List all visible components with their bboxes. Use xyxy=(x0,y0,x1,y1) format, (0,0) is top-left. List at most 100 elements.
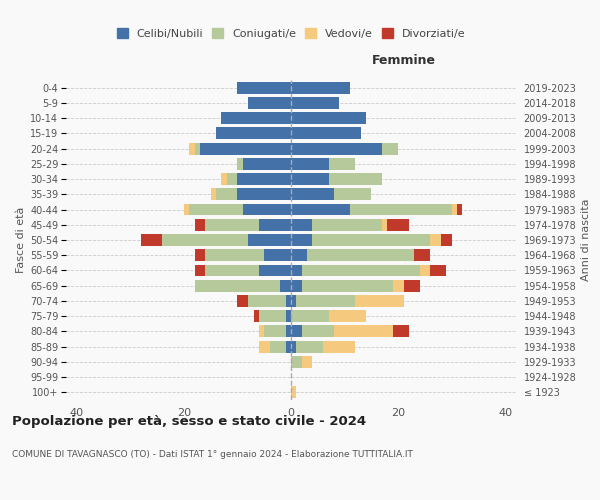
Bar xyxy=(430,234,441,246)
Bar xyxy=(291,310,329,322)
Bar xyxy=(307,250,414,261)
Bar xyxy=(291,142,382,154)
Bar xyxy=(291,340,296,352)
Bar xyxy=(280,280,291,291)
Legend: Celibi/Nubili, Coniugati/e, Vedovi/e, Divorziati/e: Celibi/Nubili, Coniugati/e, Vedovi/e, Di… xyxy=(116,28,466,38)
Bar xyxy=(291,204,350,216)
Bar xyxy=(286,295,291,307)
Bar xyxy=(243,158,291,170)
Bar xyxy=(313,219,382,230)
Bar xyxy=(286,326,291,338)
Bar xyxy=(291,158,329,170)
Text: COMUNE DI TAVAGNASCO (TO) - Dati ISTAT 1° gennaio 2024 - Elaborazione TUTTITALIA: COMUNE DI TAVAGNASCO (TO) - Dati ISTAT 1… xyxy=(12,450,413,459)
Bar xyxy=(269,340,286,352)
Bar xyxy=(216,128,291,140)
Bar xyxy=(382,219,388,230)
Bar xyxy=(388,219,409,230)
Bar xyxy=(238,82,291,94)
Bar xyxy=(194,219,205,230)
Bar xyxy=(291,250,307,261)
Bar xyxy=(286,310,291,322)
Bar xyxy=(393,280,404,291)
Bar xyxy=(163,234,248,246)
Bar xyxy=(291,82,350,94)
Bar xyxy=(329,173,382,185)
Bar xyxy=(291,219,313,230)
Bar xyxy=(254,310,259,322)
Bar xyxy=(382,142,398,154)
Bar xyxy=(200,142,291,154)
Bar xyxy=(286,340,291,352)
Bar xyxy=(296,340,323,352)
Bar xyxy=(248,97,291,109)
Bar xyxy=(291,356,302,368)
Bar xyxy=(291,326,302,338)
Bar xyxy=(291,264,302,276)
Bar xyxy=(414,250,430,261)
Bar xyxy=(205,264,259,276)
Bar xyxy=(355,295,404,307)
Bar xyxy=(259,264,291,276)
Bar xyxy=(296,295,355,307)
Bar xyxy=(194,142,200,154)
Bar xyxy=(302,280,393,291)
Bar xyxy=(291,128,361,140)
Bar xyxy=(291,97,339,109)
Y-axis label: Anni di nascita: Anni di nascita xyxy=(581,198,590,281)
Bar xyxy=(329,158,355,170)
Bar xyxy=(334,326,393,338)
Bar xyxy=(323,340,355,352)
Bar xyxy=(248,295,286,307)
Bar xyxy=(238,173,291,185)
Bar xyxy=(248,234,291,246)
Bar xyxy=(243,204,291,216)
Bar xyxy=(313,234,430,246)
Bar xyxy=(189,204,243,216)
Bar xyxy=(141,234,163,246)
Bar xyxy=(302,326,334,338)
Bar xyxy=(194,250,205,261)
Bar xyxy=(291,386,296,398)
Bar xyxy=(291,173,329,185)
Bar xyxy=(302,264,419,276)
Bar xyxy=(216,188,238,200)
Bar xyxy=(227,173,238,185)
Text: Femmine: Femmine xyxy=(371,54,436,67)
Bar xyxy=(404,280,419,291)
Text: Popolazione per età, sesso e stato civile - 2024: Popolazione per età, sesso e stato civil… xyxy=(12,415,366,428)
Bar xyxy=(194,280,280,291)
Bar xyxy=(259,340,269,352)
Bar xyxy=(238,295,248,307)
Bar xyxy=(430,264,446,276)
Bar xyxy=(264,326,286,338)
Bar xyxy=(291,188,334,200)
Bar xyxy=(189,142,194,154)
Y-axis label: Fasce di età: Fasce di età xyxy=(16,207,26,273)
Bar xyxy=(259,326,264,338)
Bar xyxy=(291,112,366,124)
Bar xyxy=(184,204,189,216)
Bar xyxy=(393,326,409,338)
Bar xyxy=(211,188,216,200)
Bar xyxy=(238,188,291,200)
Bar xyxy=(238,158,243,170)
Bar xyxy=(205,219,259,230)
Bar xyxy=(259,310,286,322)
Bar xyxy=(291,280,302,291)
Bar xyxy=(329,310,366,322)
Bar xyxy=(350,204,452,216)
Bar xyxy=(452,204,457,216)
Bar xyxy=(419,264,430,276)
Bar xyxy=(291,234,313,246)
Bar xyxy=(221,173,227,185)
Bar xyxy=(457,204,463,216)
Bar xyxy=(221,112,291,124)
Bar xyxy=(264,250,291,261)
Bar xyxy=(302,356,313,368)
Bar xyxy=(205,250,264,261)
Bar xyxy=(441,234,452,246)
Bar xyxy=(259,219,291,230)
Bar xyxy=(334,188,371,200)
Bar xyxy=(194,264,205,276)
Bar xyxy=(291,295,296,307)
